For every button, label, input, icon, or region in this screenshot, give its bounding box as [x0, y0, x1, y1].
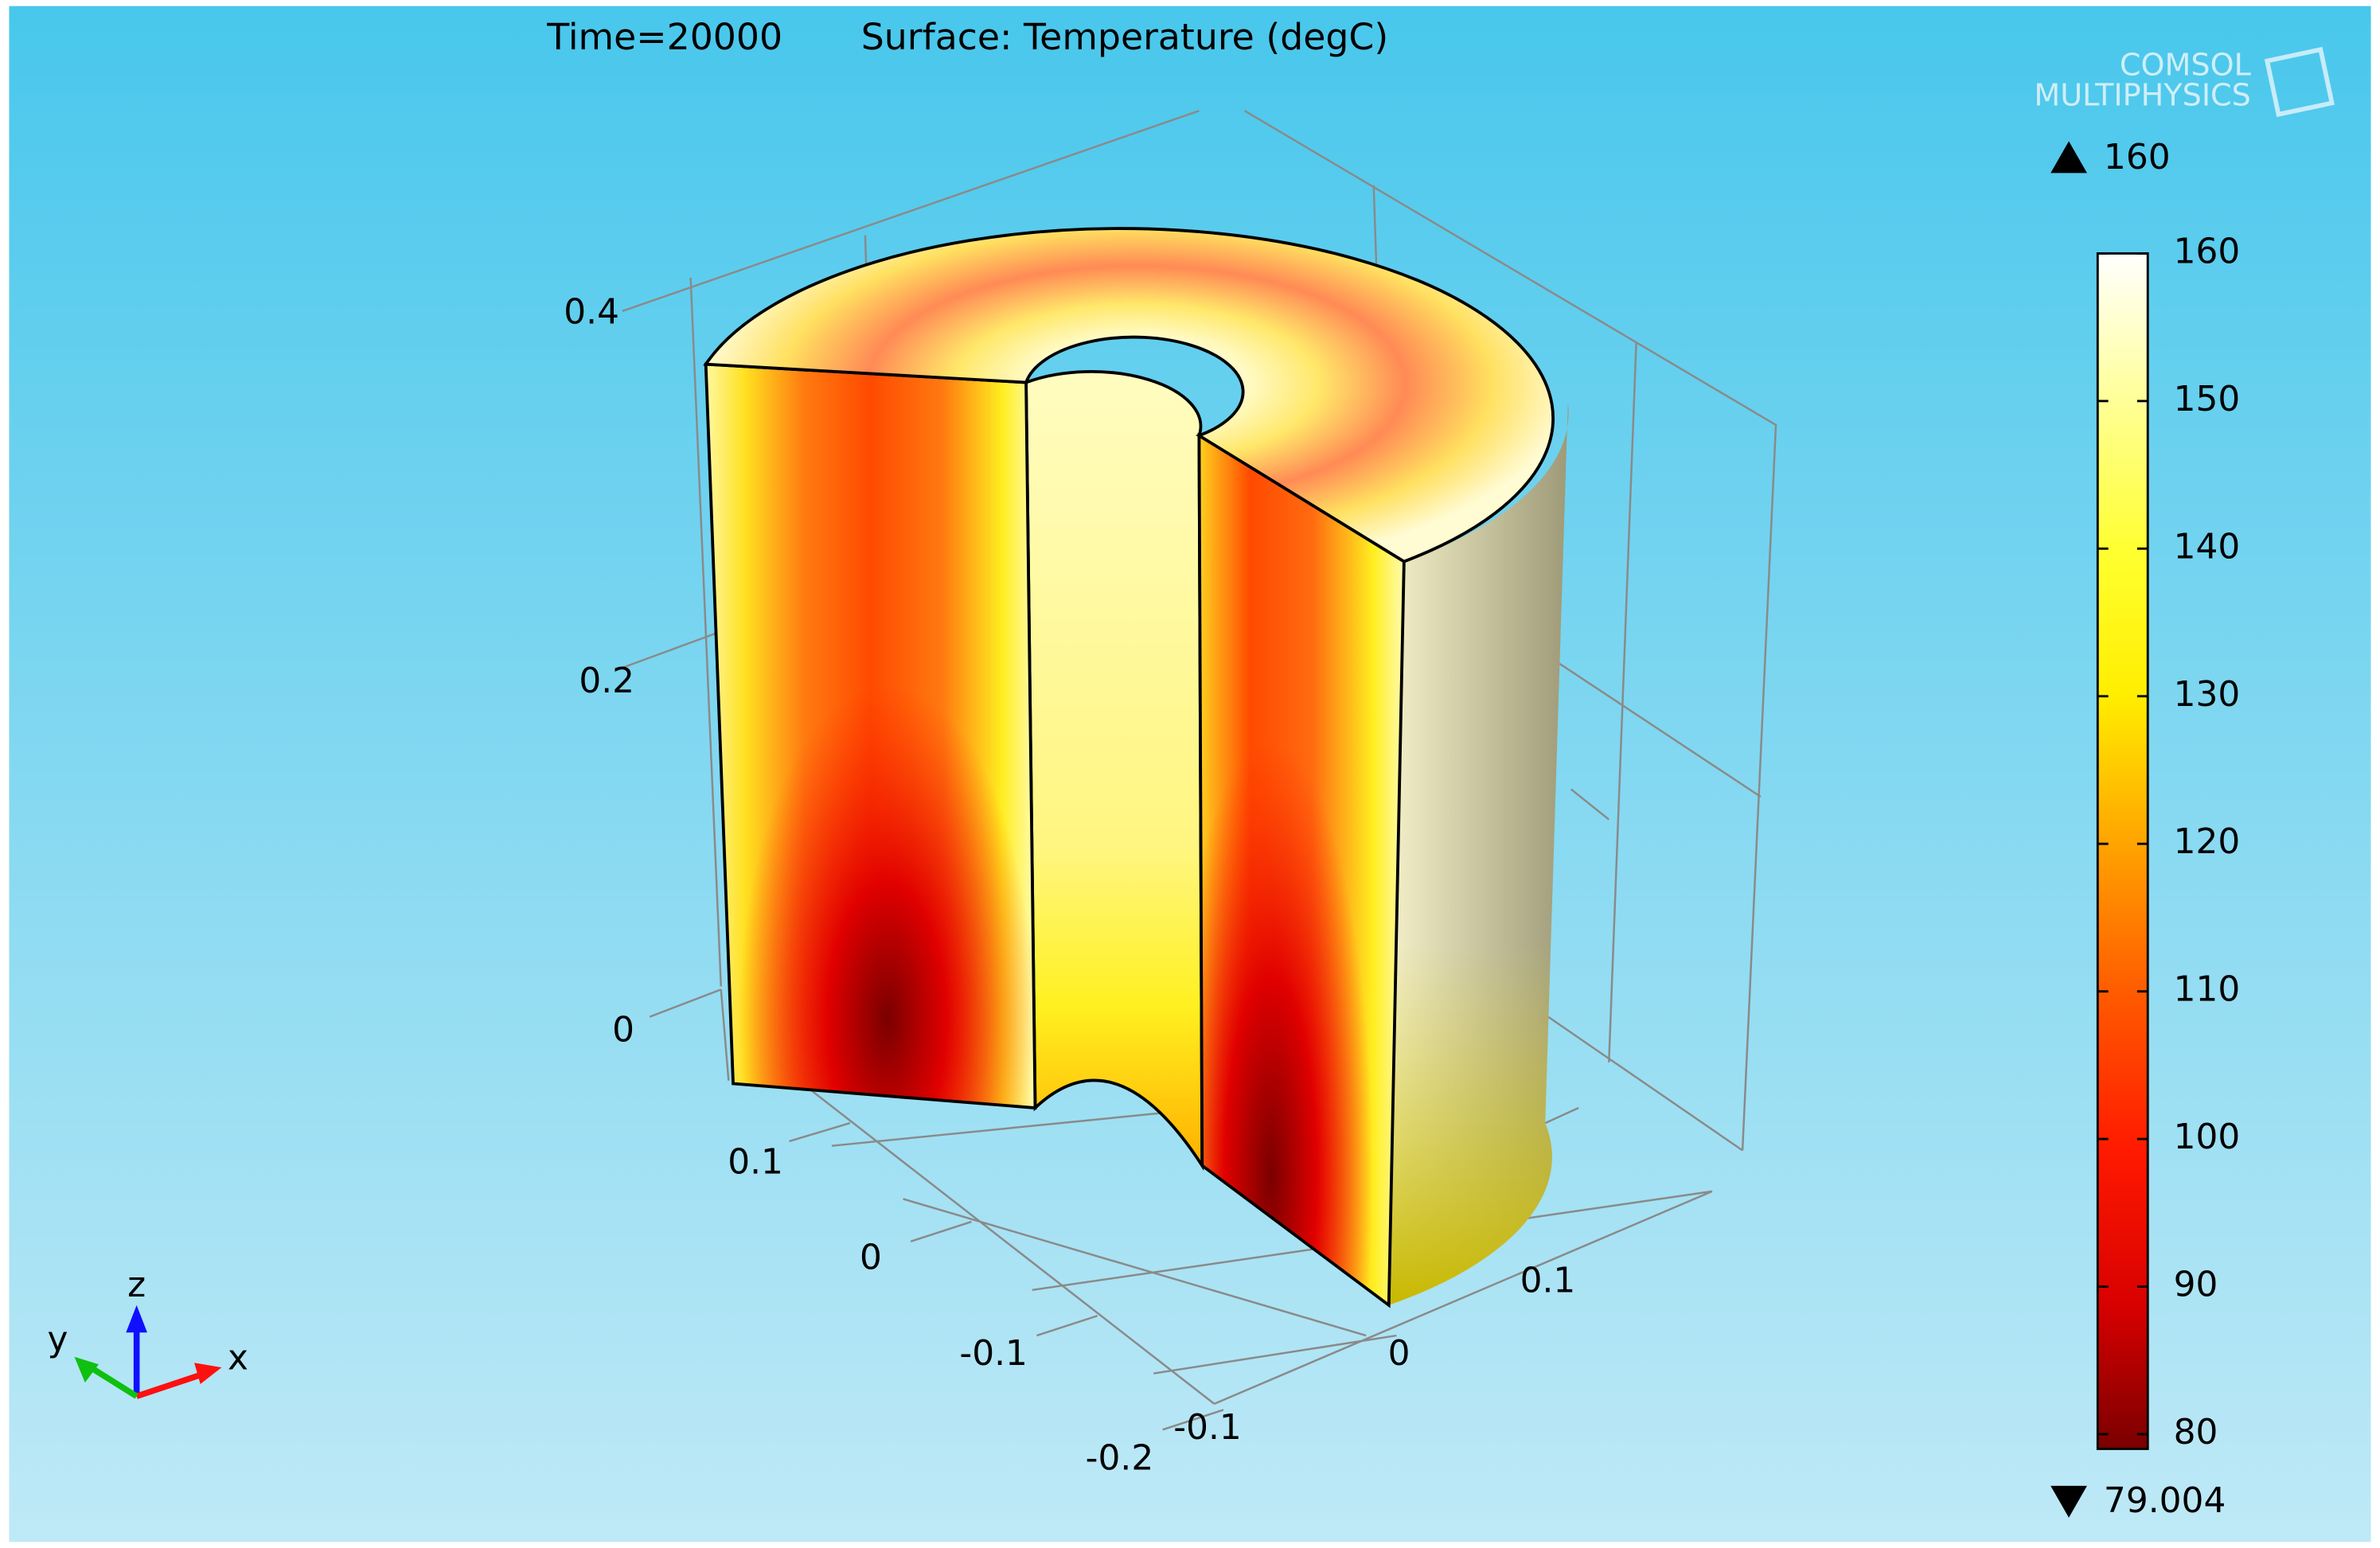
y-arrowhead — [74, 1356, 99, 1383]
z-tick-label: 0.2 — [579, 661, 634, 701]
z-arrowhead — [126, 1304, 147, 1333]
inner-surface — [1024, 369, 1204, 1171]
logo-icon — [2264, 46, 2335, 118]
max-label: 160 — [2104, 137, 2171, 177]
z-tick-label: 0 — [612, 1010, 634, 1051]
max-marker — [2050, 141, 2087, 174]
y-tick-label: -0.2 — [1086, 1437, 1154, 1478]
chart-title: Time=20000 — [546, 16, 782, 58]
colorbar-tick-label: 160 — [2174, 231, 2241, 271]
logo-text: MULTIPHYSICS — [2034, 78, 2251, 113]
min-marker — [2050, 1485, 2087, 1518]
colorbar — [2096, 252, 2149, 1450]
chart-subtitle: Surface: Temperature (degC) — [861, 16, 1388, 58]
y-tick-label: -0.1 — [959, 1333, 1028, 1374]
y-tick-label: 0.1 — [728, 1142, 783, 1183]
logo-text: COMSOL — [2120, 47, 2252, 82]
colorbar-tick-label: 90 — [2174, 1265, 2218, 1305]
colorbar-tick-label: 120 — [2174, 821, 2241, 862]
colorbar-tick-label: 110 — [2174, 969, 2241, 1010]
triad-label: y — [48, 1320, 68, 1360]
colorbar-tick-label: 150 — [2174, 379, 2241, 419]
min-label: 79.004 — [2104, 1480, 2226, 1521]
x-arrow — [135, 1371, 206, 1399]
x-tick-label: 0.1 — [1520, 1260, 1576, 1300]
z-tick-label: 0.4 — [564, 292, 619, 333]
colorbar-tick-label: 130 — [2174, 674, 2241, 715]
cylinder — [703, 227, 1569, 1308]
top-face — [703, 227, 1555, 563]
cut-face-hot — [1197, 432, 1406, 1308]
outer-surface-shade — [1388, 402, 1569, 1305]
colorbar-tick-label: 140 — [2174, 526, 2241, 567]
triad-label: x — [228, 1338, 248, 1378]
x-tick-label: -0.1 — [1173, 1407, 1242, 1448]
triad-label: z — [127, 1265, 146, 1305]
y-arrow — [86, 1363, 139, 1399]
colorbar-tick-label: 80 — [2174, 1412, 2218, 1452]
axis-triad: x y z — [48, 1265, 248, 1399]
cut-face-hot — [704, 362, 1037, 1110]
y-tick-label: 0 — [860, 1238, 882, 1278]
x-tick-label: 0 — [1388, 1333, 1410, 1374]
x-arrowhead — [194, 1363, 222, 1385]
colorbar-tick-label: 100 — [2174, 1117, 2241, 1157]
